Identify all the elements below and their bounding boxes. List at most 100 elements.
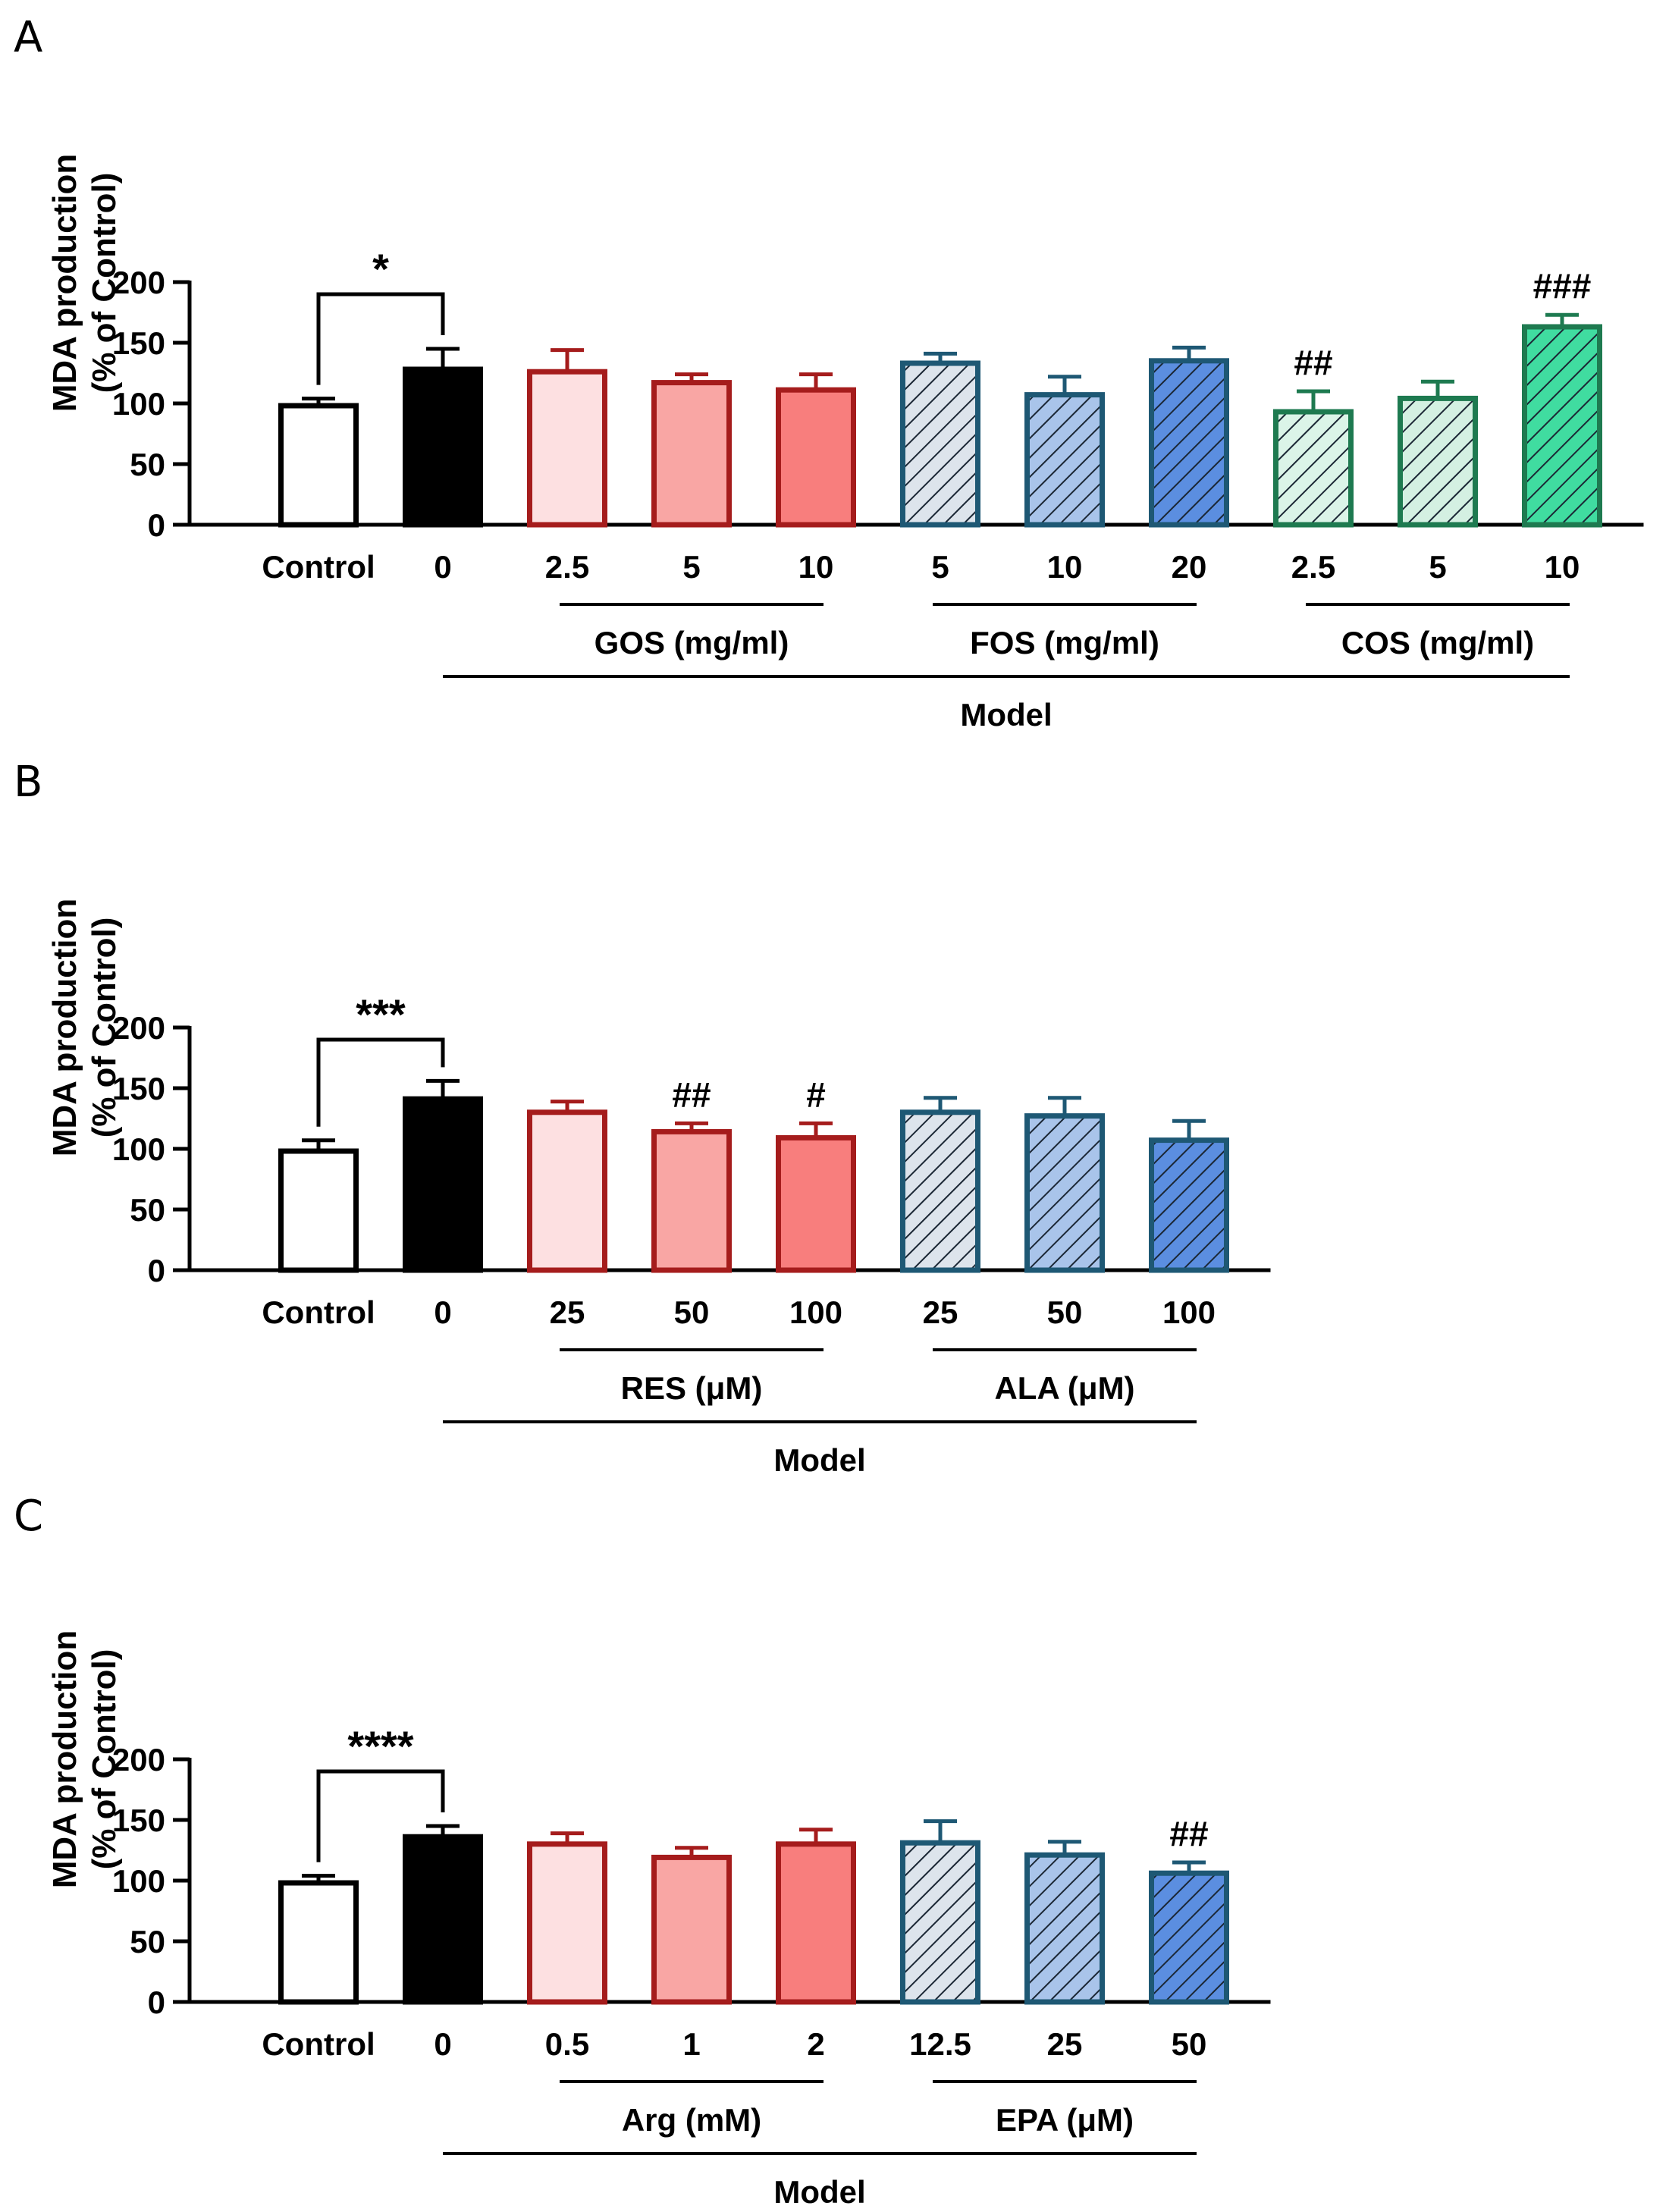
bar	[1522, 324, 1602, 528]
bar	[1149, 1137, 1229, 1273]
panel-b-groups: RES (μM) ALA (μM) Model	[443, 1348, 1197, 1478]
x-tick-label: 100	[1162, 1294, 1216, 1330]
model-label: Model	[773, 1442, 865, 1478]
bar-fill	[278, 1149, 359, 1270]
bar-hatch	[1024, 1853, 1105, 2002]
panel-b-y-axis-label-line1: MDA production	[46, 899, 83, 1157]
bar-hatch	[1398, 396, 1478, 525]
significance-label: ***	[356, 990, 406, 1038]
bar-hatch	[1024, 1113, 1105, 1270]
x-tick-label: 50	[1172, 2026, 1207, 2062]
bar	[527, 1841, 607, 2005]
panel-b: B MDA production (% of Control) 0 50 100 15…	[14, 758, 1271, 1478]
bar-hatch	[1149, 1137, 1229, 1270]
bar	[403, 366, 483, 528]
annotation-label: #	[806, 1075, 826, 1114]
panel-b-bars	[278, 1078, 1229, 1273]
panel-c-x-tick-labels: Control 0 0.5 1 2 12.5 25 50	[262, 2026, 1206, 2062]
panel-a-annotations: #####	[1294, 266, 1591, 382]
x-tick-label: 0	[434, 2026, 451, 2062]
x-tick-label: 5	[931, 549, 949, 585]
group-label: RES (μM)	[621, 1370, 763, 1406]
bar	[1024, 392, 1105, 528]
bar-fill	[403, 367, 483, 525]
y-tick-label: 50	[130, 447, 165, 482]
panel-c: C MDA production (% of Control) 05010015…	[14, 1492, 1271, 2210]
bracket-line	[316, 1769, 445, 1862]
x-tick-label: 1	[682, 2026, 700, 2062]
bar-fill	[776, 1135, 856, 1270]
bar	[1273, 409, 1354, 528]
panel-a-significance-bracket: *	[316, 245, 445, 385]
y-tick-label: 150	[112, 1071, 165, 1106]
x-tick-label: 0	[434, 1294, 451, 1330]
x-tick-label: 25	[923, 1294, 958, 1330]
bar	[278, 1880, 359, 2005]
group-label: FOS (mg/ml)	[970, 625, 1159, 660]
bar-hatch	[1273, 409, 1354, 525]
bar	[527, 1109, 607, 1273]
bar	[403, 1096, 483, 1273]
significance-label: ****	[347, 1722, 413, 1770]
panel-c-groups: Arg (mM) EPA (μM) Model	[443, 2080, 1197, 2210]
x-tick-label: 2.5	[545, 549, 589, 585]
group-label: ALA (μM)	[994, 1370, 1134, 1406]
x-tick-label: 0.5	[545, 2026, 589, 2062]
x-tick-label: 2.5	[1291, 549, 1335, 585]
x-tick-label: Control	[262, 1294, 375, 1330]
y-tick-label: 200	[112, 265, 165, 300]
bar-fill	[651, 1129, 732, 1270]
bar	[527, 369, 607, 528]
bar	[1149, 358, 1229, 528]
significance-label: *	[372, 245, 389, 293]
panel-c-significance-bracket: ****	[316, 1722, 445, 1862]
y-tick-label: 50	[130, 1924, 165, 1959]
panel-c-label: C	[14, 1492, 43, 1541]
x-tick-label: 10	[1545, 549, 1580, 585]
bar	[651, 1128, 732, 1273]
panel-b-y-axis-label-line2: (% of Control)	[86, 918, 123, 1138]
panel-a-y-axis-label-line2: (% of Control)	[86, 173, 123, 394]
bar	[651, 1854, 732, 2005]
bar	[278, 1148, 359, 1273]
bar	[1024, 1113, 1105, 1273]
x-tick-label: 25	[550, 1294, 585, 1330]
group-label: GOS (mg/ml)	[595, 625, 789, 660]
bar	[900, 360, 980, 528]
bar	[900, 1109, 980, 1273]
x-tick-label: 5	[1429, 549, 1446, 585]
x-tick-label: 20	[1172, 549, 1207, 585]
panel-a-label: A	[14, 13, 42, 62]
group-label: EPA (μM)	[996, 2102, 1134, 2138]
bar-fill	[278, 1881, 359, 2002]
bar-hatch	[1522, 325, 1602, 525]
bar	[1149, 1870, 1229, 2005]
x-tick-label: Control	[262, 549, 375, 585]
bar-fill	[651, 1855, 732, 2002]
x-tick-label: 12.5	[909, 2026, 971, 2062]
annotation-label: ##	[1169, 1814, 1208, 1853]
bar-hatch	[900, 1840, 980, 2002]
panel-b-x-tick-labels: Control 0 25 50 100 25 50 100	[262, 1294, 1216, 1330]
y-tick-label: 150	[112, 1803, 165, 1838]
model-label: Model	[960, 697, 1052, 733]
bar-hatch	[1149, 1871, 1229, 2002]
bar	[651, 380, 732, 528]
bar-fill	[776, 1841, 856, 2002]
bar-hatch	[900, 361, 980, 525]
model-label: Model	[773, 2174, 865, 2210]
bar	[776, 1134, 856, 1273]
bar	[1398, 395, 1478, 528]
y-tick-label: 0	[148, 507, 165, 543]
panel-a: A MDA production (% of Control) 05010015…	[14, 13, 1644, 733]
panel-a-bars	[278, 312, 1602, 528]
y-tick-label: 200	[112, 1010, 165, 1046]
bar	[403, 1834, 483, 2005]
bar	[278, 403, 359, 528]
x-tick-label: 25	[1047, 2026, 1083, 2062]
y-tick-label: 150	[112, 325, 165, 361]
x-tick-label: 10	[798, 549, 834, 585]
group-label: COS (mg/ml)	[1341, 625, 1534, 660]
x-tick-label: 100	[789, 1294, 842, 1330]
panel-b-label: B	[14, 758, 42, 807]
